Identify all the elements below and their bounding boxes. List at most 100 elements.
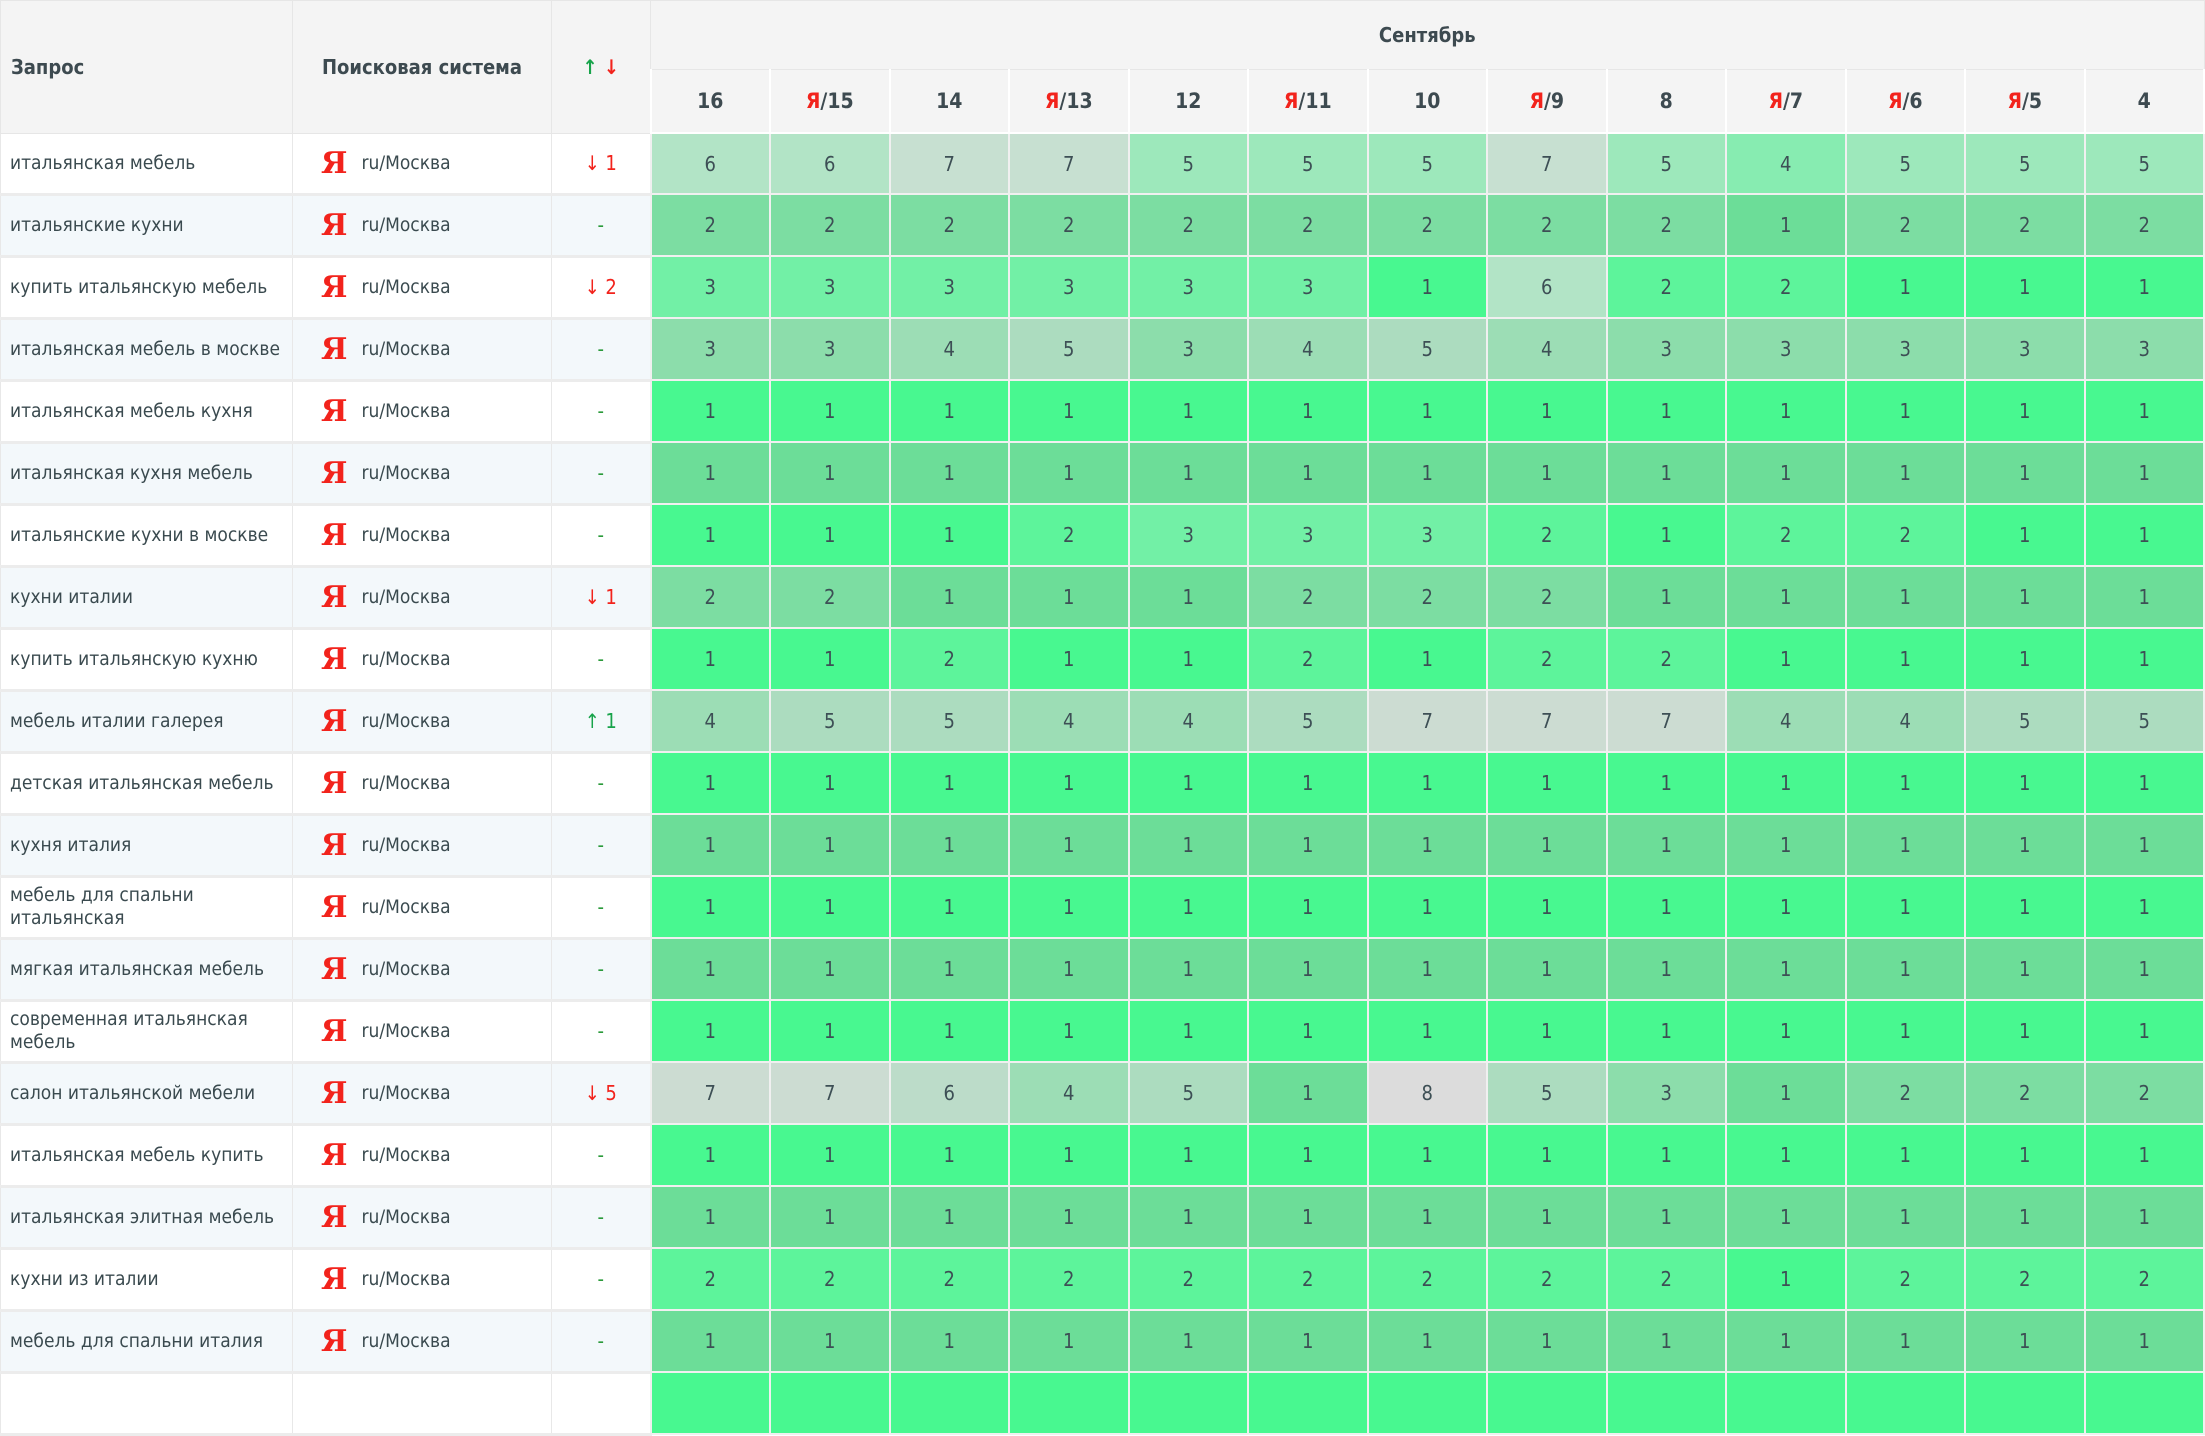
date-header[interactable]: Я/11: [1247, 69, 1369, 134]
query-cell[interactable]: детская итальянская мебель: [0, 751, 293, 816]
position-cell: 1: [1008, 379, 1130, 443]
query-cell[interactable]: итальянская мебель в москве: [0, 317, 293, 382]
query-column-header[interactable]: Запрос: [0, 0, 293, 134]
position-cell: 1: [1366, 255, 1488, 319]
position-cell: 1: [1008, 441, 1130, 505]
date-header[interactable]: Я/5: [1964, 69, 2086, 134]
position-cell: 1: [1725, 627, 1847, 691]
position-cell: 1: [1964, 441, 2086, 505]
query-cell[interactable]: купить итальянскую кухню: [0, 627, 293, 692]
position-cell: 1: [1964, 875, 2086, 939]
position-cell: 6: [1486, 255, 1608, 319]
query-cell[interactable]: современная итальянская мебель: [0, 999, 293, 1064]
date-header[interactable]: Я/6: [1844, 69, 1966, 134]
date-header[interactable]: 8: [1605, 69, 1727, 134]
region-text: ru/Москва: [361, 771, 451, 794]
query-cell[interactable]: купить итальянскую мебель: [0, 255, 293, 320]
query-cell[interactable]: итальянская мебель кухня: [0, 379, 293, 444]
date-header[interactable]: Я/9: [1486, 69, 1608, 134]
position-cell: 2: [1486, 503, 1608, 567]
region-text: ru/Москва: [361, 275, 451, 298]
position-cell: 2: [769, 565, 891, 629]
change-value: 1: [605, 585, 617, 609]
query-text: купить итальянскую кухню: [10, 647, 258, 670]
position-cell: 1: [1964, 751, 2086, 815]
position-cell: 1: [1486, 751, 1608, 815]
arrow-down-icon: ↓: [584, 275, 606, 299]
position-cell: 1: [1486, 441, 1608, 505]
change-column-header[interactable]: ↑ ↓: [551, 0, 651, 134]
position-cell: 1: [1247, 751, 1369, 815]
position-cell: 7: [1605, 689, 1727, 753]
position-cell: 7: [769, 1061, 891, 1125]
date-header[interactable]: 4: [2083, 69, 2205, 134]
query-cell[interactable]: итальянская элитная мебель: [0, 1185, 293, 1250]
position-cell: 1: [1964, 1185, 2086, 1249]
query-cell[interactable]: итальянская мебель: [0, 132, 293, 196]
date-header[interactable]: 10: [1366, 69, 1488, 134]
position-cell: 1: [1247, 875, 1369, 939]
yandex-logo-icon: Я: [321, 455, 348, 491]
month-header: Сентябрь: [650, 0, 2205, 70]
query-cell[interactable]: мебель италии галерея: [0, 689, 293, 754]
date-header[interactable]: Я/7: [1725, 69, 1847, 134]
position-cell: 2: [888, 1247, 1010, 1311]
query-cell[interactable]: кухни италии: [0, 565, 293, 630]
date-header[interactable]: Я/15: [769, 69, 891, 134]
position-cell: 2: [649, 565, 771, 629]
query-cell[interactable]: итальянские кухни в москве: [0, 503, 293, 568]
query-cell[interactable]: итальянская мебель купить: [0, 1123, 293, 1188]
region-text: ru/Москва: [361, 833, 451, 856]
date-day: 10: [1414, 89, 1441, 113]
date-day: 13: [1066, 89, 1093, 113]
query-cell[interactable]: итальянская кухня мебель: [0, 441, 293, 506]
query-text: кухня италия: [10, 833, 132, 856]
date-header[interactable]: 12: [1127, 69, 1249, 134]
engine-column-header[interactable]: Поисковая система: [292, 0, 552, 134]
position-change: -: [551, 503, 651, 568]
query-cell[interactable]: итальянские кухни: [0, 193, 293, 258]
query-cell[interactable]: кухни из италии: [0, 1247, 293, 1312]
position-cell: 2: [1486, 193, 1608, 257]
position-cell: 1: [1127, 379, 1249, 443]
query-cell[interactable]: мебель для спальни италия: [0, 1309, 293, 1374]
position-cell: 2: [1486, 627, 1608, 691]
position-cell: 1: [649, 503, 771, 567]
position-cell: 1: [1725, 813, 1847, 877]
yandex-update-mark: Я: [1768, 89, 1783, 113]
query-cell[interactable]: кухня италия: [0, 813, 293, 878]
yandex-update-mark: Я: [805, 89, 821, 113]
position-cell: 1: [1605, 875, 1727, 939]
position-change: -: [551, 1247, 651, 1312]
position-cell: 1: [649, 1185, 771, 1249]
position-cell: 1: [1844, 1185, 1966, 1249]
position-change: -: [551, 751, 651, 816]
position-cell: 1: [1725, 1185, 1847, 1249]
position-cell: 3: [1127, 317, 1249, 381]
query-cell[interactable]: мебель для спальни итальянская: [0, 875, 293, 940]
date-header[interactable]: Я/13: [1008, 69, 1130, 134]
position-cell: 1: [1366, 1123, 1488, 1187]
position-cell: 1: [1605, 441, 1727, 505]
position-cell: 3: [1725, 317, 1847, 381]
date-header[interactable]: 14: [888, 69, 1010, 134]
position-cell: 1: [769, 999, 891, 1063]
position-cell: 1: [1964, 1123, 2086, 1187]
position-cell: 1: [888, 503, 1010, 567]
position-cell: 5: [1247, 132, 1369, 195]
position-cell: 1: [1366, 379, 1488, 443]
arrow-down-icon: ↓: [584, 585, 606, 609]
query-cell[interactable]: мягкая итальянская мебель: [0, 937, 293, 1002]
date-header[interactable]: 16: [649, 69, 771, 134]
query-text: кухни италии: [10, 585, 133, 608]
arrow-up-icon: ↑: [584, 709, 606, 733]
position-cell: 1: [649, 441, 771, 505]
position-cell: 2: [888, 193, 1010, 257]
query-cell[interactable]: салон итальянской мебели: [0, 1061, 293, 1126]
